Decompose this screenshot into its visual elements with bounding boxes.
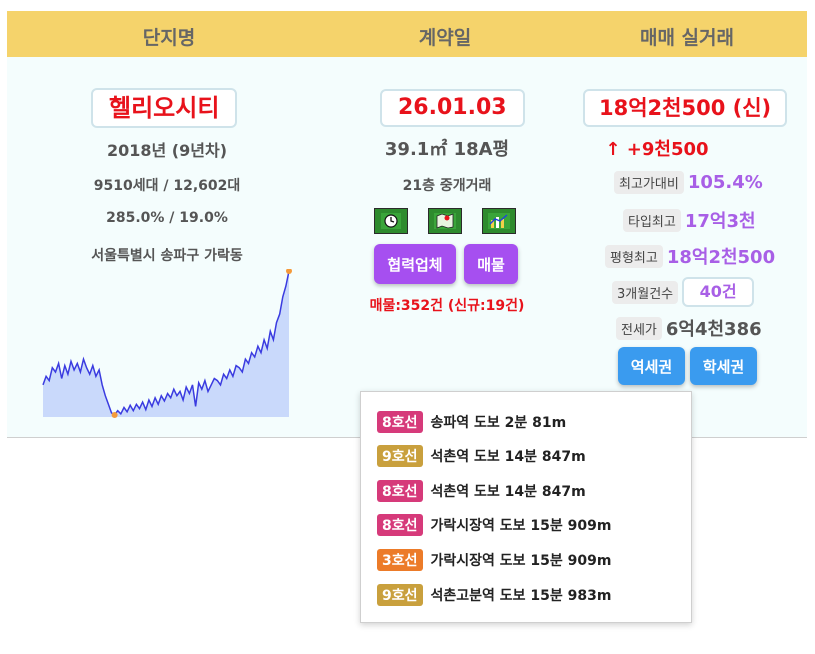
count3m-label: 3개월건수: [612, 280, 679, 304]
school-area-button[interactable]: 학세권: [690, 347, 757, 385]
station-area-button[interactable]: 역세권: [618, 347, 685, 385]
count3m-value[interactable]: 40건: [682, 277, 755, 307]
jeonse-stat: 전세가 6억4천386: [616, 315, 762, 341]
station-info: 가락시장역 도보 15분 909m: [430, 518, 612, 534]
price-change: ↑ +9천500: [605, 139, 709, 160]
max-ratio-label: 최고가대비: [614, 171, 684, 194]
address: 서울특별시 송파구 가락동: [91, 248, 243, 264]
header-complex-name: 단지명: [142, 27, 196, 49]
contract-date: 26.01.03: [380, 89, 525, 127]
station-row: 8호선 석촌역 도보 14분 847m: [377, 480, 586, 502]
build-year: 2018년 (9년차): [106, 141, 228, 160]
station-popup: 8호선 송파역 도보 2분 81m 9호선 석촌역 도보 14분 847m 8호…: [360, 391, 692, 623]
subway-line-badge: 9호선: [377, 445, 423, 467]
map-icon[interactable]: [428, 208, 462, 234]
pyeong-max-stat: 평형최고 18억2천500: [605, 243, 775, 269]
floor-info: 21층 중개거래: [402, 178, 492, 194]
subway-line-badge: 9호선: [377, 584, 423, 606]
station-row: 3호선 가락시장역 도보 15분 909m: [377, 549, 611, 571]
chart-line: [42, 270, 290, 417]
partner-button[interactable]: 협력업체: [374, 244, 456, 284]
station-row: 9호선 석촌고분역 도보 15분 983m: [377, 584, 611, 606]
chart-area-fill: [43, 271, 289, 417]
station-info: 석촌역 도보 14분 847m: [430, 484, 586, 500]
chart-max-marker: [286, 269, 292, 274]
listing-count: 매물:352건 (신규:19건): [369, 298, 525, 314]
complex-name[interactable]: 헬리오시티: [91, 88, 238, 128]
station-info: 석촌고분역 도보 15분 983m: [430, 588, 612, 604]
count3m-stat: 3개월건수 40건: [612, 277, 755, 307]
station-info: 송파역 도보 2분 81m: [430, 415, 567, 431]
header-contract-date: 계약일: [418, 27, 472, 49]
pyeong-max-value: 18억2천500: [666, 247, 776, 268]
area-info: 39.1㎡ 18A평: [384, 139, 510, 160]
contract-icons: [374, 208, 516, 234]
type-max-value: 17억3천: [684, 211, 756, 232]
far-bcr: 285.0% / 19.0%: [106, 210, 228, 226]
clock-icon[interactable]: [374, 208, 408, 234]
listing-row: 헬리오시티 2018년 (9년차) 9510세대 / 12,602대 285.0…: [7, 57, 807, 438]
station-row: 9호선 석촌역 도보 14분 847m: [377, 445, 586, 467]
subway-line-badge: 3호선: [377, 549, 423, 571]
subway-line-badge: 8호선: [377, 480, 423, 502]
subway-line-badge: 8호선: [377, 514, 423, 536]
jeonse-value: 6억4천386: [665, 319, 762, 340]
type-max-label: 타입최고: [623, 208, 681, 232]
subway-line-badge: 8호선: [377, 411, 423, 433]
price-trend-chart: [42, 269, 292, 418]
station-info: 가락시장역 도보 15분 909m: [430, 553, 612, 569]
station-info: 석촌역 도보 14분 847m: [430, 449, 586, 465]
jeonse-label: 전세가: [616, 316, 662, 340]
pyeong-max-label: 평형최고: [605, 244, 663, 268]
listing-button[interactable]: 매물: [464, 244, 518, 284]
chart-icon[interactable]: [482, 208, 516, 234]
max-ratio-stat: 최고가대비 105.4%: [614, 171, 763, 194]
header-trade-price: 매매 실거래: [639, 27, 734, 49]
max-ratio-value: 105.4%: [687, 172, 763, 193]
chart-min-marker: [111, 412, 118, 418]
unit-parking: 9510세대 / 12,602대: [93, 178, 241, 194]
trade-price: 18억2천500 (신): [583, 89, 788, 127]
station-row: 8호선 가락시장역 도보 15분 909m: [377, 514, 611, 536]
station-row: 8호선 송파역 도보 2분 81m: [377, 411, 566, 433]
table-header: 단지명 계약일 매매 실거래: [7, 11, 807, 57]
type-max-stat: 타입최고 17억3천: [623, 207, 756, 233]
